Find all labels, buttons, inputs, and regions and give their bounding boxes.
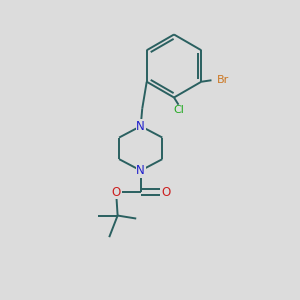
Text: O: O	[112, 186, 121, 199]
Text: O: O	[162, 186, 171, 199]
Text: Cl: Cl	[173, 105, 184, 115]
Text: Br: Br	[217, 75, 229, 85]
Text: N: N	[136, 164, 145, 177]
Text: N: N	[136, 120, 145, 133]
